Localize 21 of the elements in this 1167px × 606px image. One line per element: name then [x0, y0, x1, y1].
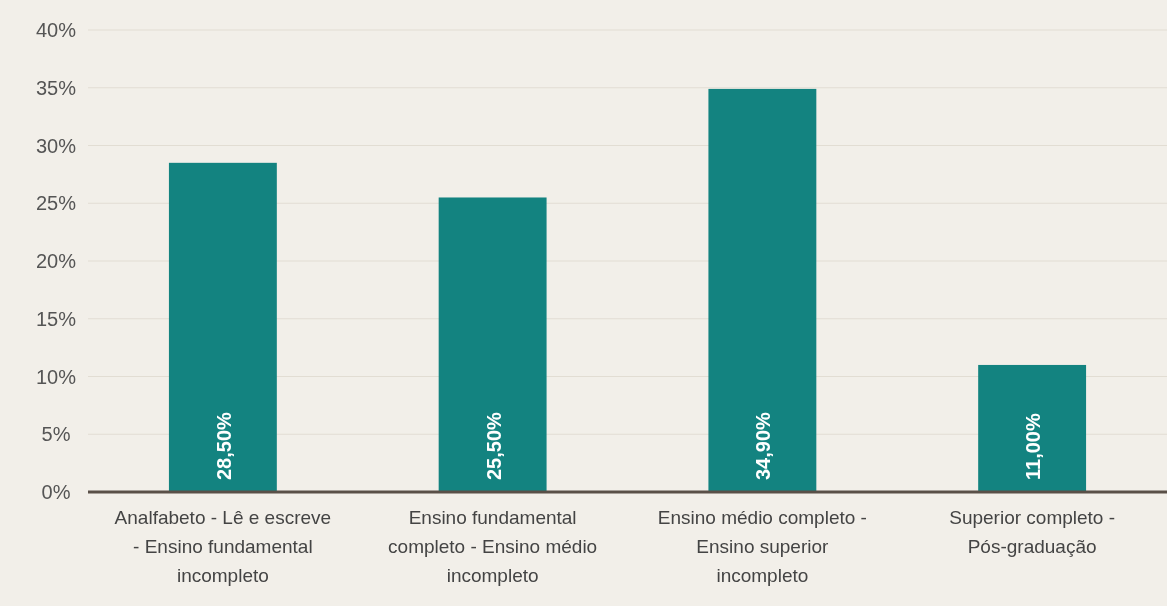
y-tick-label: 15%: [35, 307, 77, 330]
bar: [708, 88, 817, 492]
bar: [168, 162, 277, 492]
y-tick-label: 5%: [41, 423, 71, 446]
data-label: 11,00%: [1022, 413, 1045, 480]
y-tick-label: 40%: [35, 19, 77, 41]
data-label: 34,90%: [752, 411, 775, 480]
data-label: 25,50%: [482, 411, 505, 480]
x-tick-label: Superior completo - Pós-graduação: [949, 507, 1116, 557]
bar: [438, 197, 547, 492]
y-tick-label: 10%: [35, 365, 77, 388]
x-tick-label: Analfabeto - Lê e escreve - Ensino fundamental incompleto: [114, 507, 332, 586]
bar: [978, 364, 1087, 492]
y-tick-label: 20%: [35, 250, 77, 272]
y-tick-label: 30%: [35, 134, 77, 157]
y-tick-label: 35%: [35, 76, 77, 99]
x-tick-label: Ensino fundamental completo - Ensino médio incompleto: [388, 507, 598, 586]
y-tick-label: 25%: [35, 192, 77, 215]
y-tick-label: 0%: [41, 481, 71, 503]
data-label: 28,50%: [212, 411, 235, 480]
x-tick-label: Ensino médio completo - Ensino superior incompleto: [657, 507, 867, 586]
